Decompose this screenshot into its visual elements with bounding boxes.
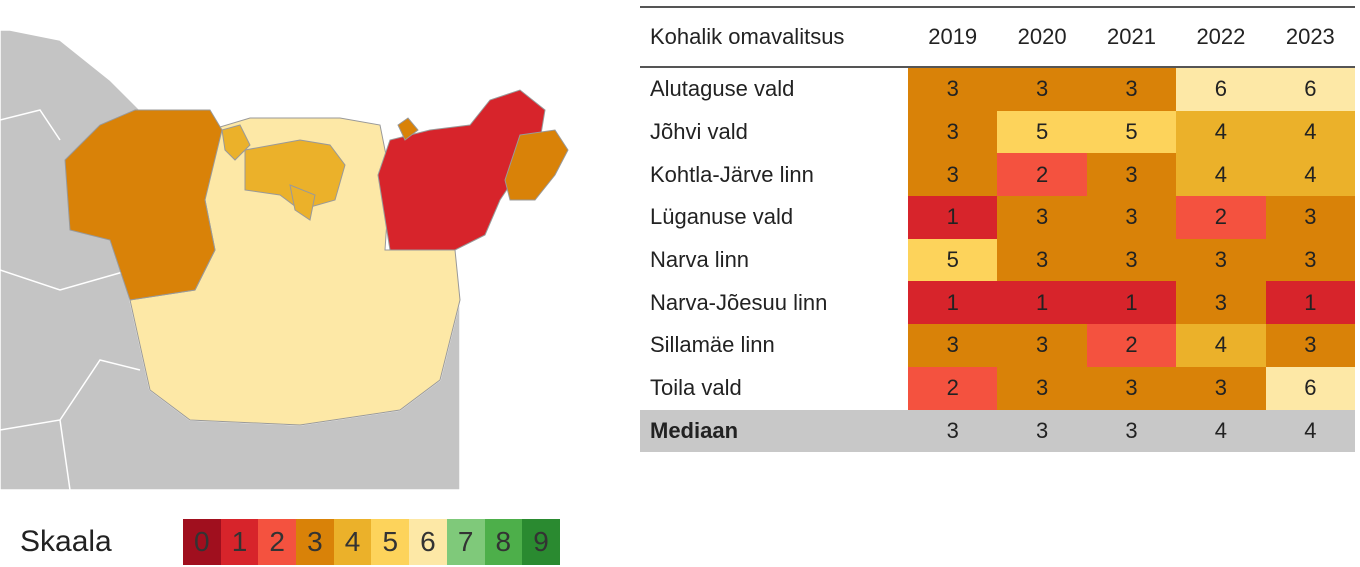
table-row: Narva-Jõesuu linn 1 1 1 3 1 [640,281,1356,325]
value-cell: 3 [997,238,1087,282]
region-luganuse [64,109,223,301]
value-cell: 3 [908,153,998,197]
value-cell: 3 [1265,238,1356,282]
region-narva [504,129,569,201]
value-cell: 3 [1086,366,1177,410]
value-cell: 3 [1086,153,1177,197]
median-cell: 3 [1125,417,1138,443]
value-cell: 3 [1265,196,1356,239]
median-label: Mediaan [650,417,739,443]
scale-box: 6 [409,519,447,565]
value-cell: 1 [1265,281,1356,325]
name-cell: Jõhvi vald [650,119,748,145]
name-cell: Sillamäe linn [650,332,775,358]
scale-box: 9 [522,519,560,565]
region-sillamae [397,117,419,141]
median-cell: 4 [1214,417,1228,443]
scale-box: 2 [258,519,297,565]
scale-label: Skaala [20,525,112,558]
header-cell: 2021 [1107,24,1156,49]
table-row: Narva linn 5 3 3 3 3 [640,238,1356,282]
value-cell: 6 [1265,68,1356,111]
table-row: Sillamäe linn 3 3 2 4 3 [640,324,1356,367]
median-cell: 3 [946,417,959,443]
median-cell: 3 [1035,417,1049,443]
value-cell: 4 [1176,110,1266,154]
name-cell: Lüganuse vald [650,204,794,230]
name-cell: Narva-Jõesuu linn [650,289,828,315]
value-cell: 4 [1265,153,1356,197]
value-cell: 2 [908,366,998,410]
header-cell: 2020 [1017,24,1067,49]
value-cell: 3 [1176,366,1266,410]
value-cell: 6 [1265,366,1356,410]
table-row: Jõhvi vald 3 5 5 4 4 [640,110,1356,154]
header-cell: 2023 [1285,24,1335,49]
value-cell: 5 [908,238,998,282]
value-cell: 3 [997,196,1087,239]
value-cell: 3 [997,366,1087,410]
value-cell: 5 [1086,110,1177,154]
value-cell: 1 [1086,281,1177,325]
scale-box: 5 [371,519,410,565]
value-cell: 3 [908,324,998,367]
value-cell: 3 [1086,196,1177,239]
value-cell: 3 [1086,238,1177,282]
scale-box: 0 [183,519,221,565]
value-cell: 2 [997,153,1087,197]
scale-box: 8 [484,519,523,565]
scale-box: 4 [333,519,372,565]
value-cell: 2 [1176,196,1266,239]
value-cell: 1 [908,196,998,239]
value-cell: 3 [997,324,1087,367]
header-cell: Kohalik omavalitsus [650,24,845,49]
value-cell: 3 [1265,324,1356,367]
header-cell: 2019 [928,24,978,49]
name-cell: Toila vald [650,375,742,401]
value-cell: 3 [908,68,998,111]
scale-legend: Skaala 0 1 2 3 4 5 6 7 8 9 [20,518,560,566]
scale-box: 3 [296,519,334,565]
value-cell: 5 [997,110,1087,154]
region-kohtla-jarve [221,124,316,221]
value-cell: 4 [1176,153,1266,197]
table-row: Alutaguse vald 3 3 3 6 6 [640,68,1356,111]
value-cell: 3 [1086,68,1177,111]
value-cell: 1 [908,281,998,325]
name-cell: Kohtla-Järve linn [650,161,814,187]
value-cell: 6 [1176,68,1266,111]
value-cell: 4 [1176,324,1266,367]
value-cell: 3 [908,110,998,154]
region-border [0,109,141,491]
table-row: Kohtla-Järve linn 3 2 3 4 4 [640,153,1356,197]
median-cell: 4 [1304,417,1317,443]
value-cell: 1 [997,281,1087,325]
map [0,29,569,491]
header-cell: 2022 [1196,24,1246,49]
name-cell: Narva linn [650,247,750,273]
value-cell: 4 [1265,110,1356,154]
value-cell: 3 [997,68,1087,111]
region-johvi [244,139,346,211]
table: Kohalik omavalitsus 2019 2020 2021 2022 2023 A… [640,6,1356,453]
value-cell: 3 [1176,238,1266,282]
value-cell: 2 [1086,324,1177,367]
value-cell: 3 [1176,281,1266,325]
scale-box: 1 [220,519,259,565]
name-cell: Alutaguse vald [650,76,795,102]
table-row: Lüganuse vald 1 3 3 2 3 [640,196,1356,239]
table-row: Toila vald 2 3 3 3 6 [640,366,1356,410]
scale-box: 7 [446,519,485,565]
region-narva-joesuu [377,89,546,251]
median-row: Mediaan 3 3 3 4 4 [640,409,1355,453]
header-row: Kohalik omavalitsus 2019 2020 2021 2022 2023 [640,8,1355,68]
